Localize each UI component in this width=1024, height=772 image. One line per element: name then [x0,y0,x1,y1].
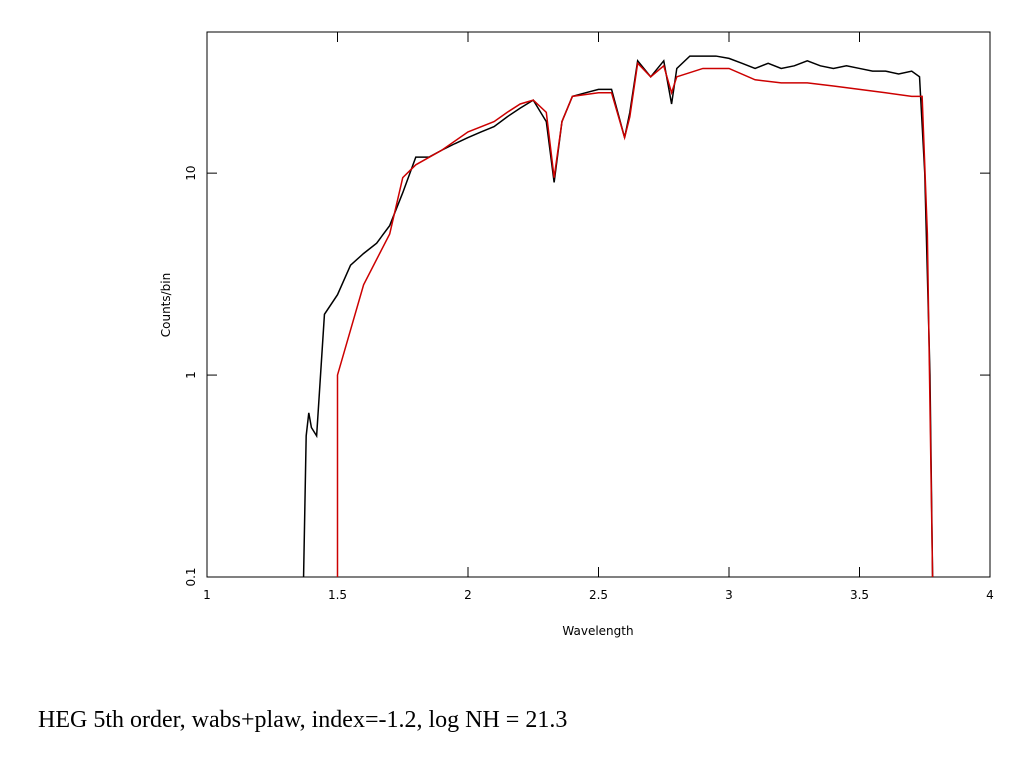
x-axis-label: Wavelength [562,624,633,638]
data-line [336,61,934,578]
x-tick-label: 3 [725,588,733,602]
x-tick-label: 1.5 [328,588,347,602]
x-tick-label: 3.5 [850,588,869,602]
y-tick-label: 0.1 [184,567,198,586]
caption: HEG 5th order, wabs+plaw, index=-1.2, lo… [38,707,567,733]
x-tick-label: 2.5 [589,588,608,602]
x-tick-label: 2 [464,588,472,602]
plot-frame [206,31,991,578]
x-tick-label: 4 [986,588,994,602]
y-axis-label: Counts/bin [159,273,173,338]
x-tick-label: 1 [203,588,211,602]
y-tick-label: 10 [184,166,198,181]
data-line [302,55,934,578]
y-tick-label: 1 [184,371,198,379]
